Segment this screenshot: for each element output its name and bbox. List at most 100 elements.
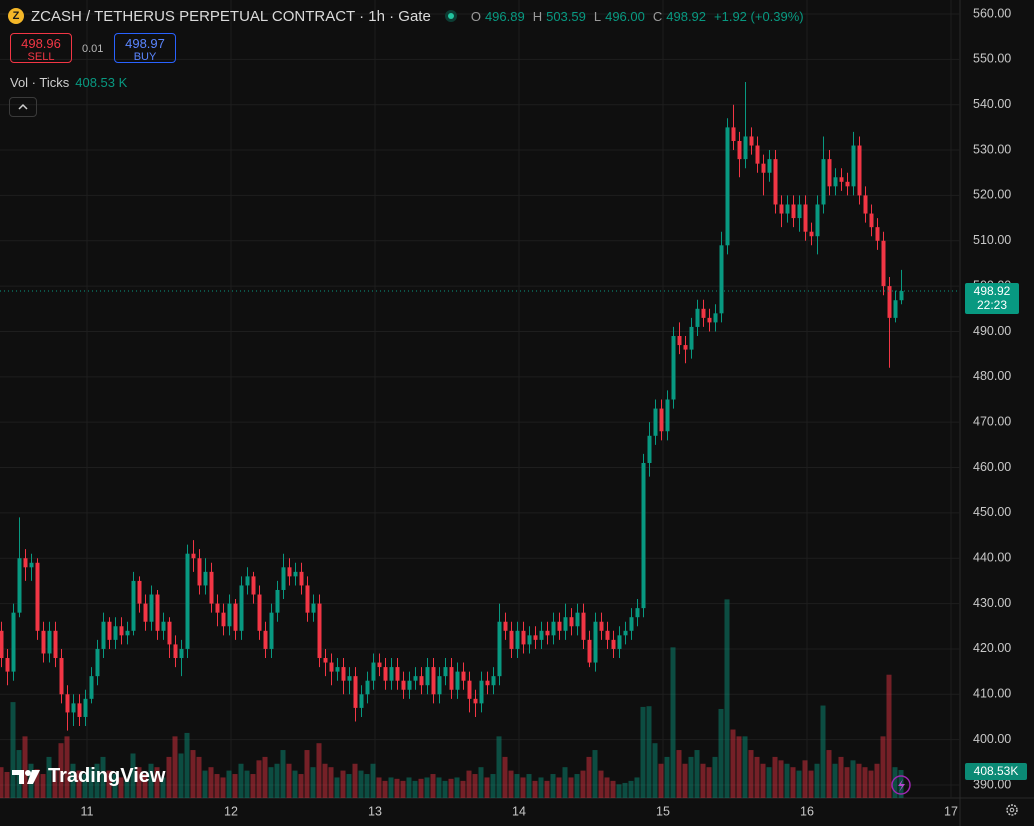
candle-body	[353, 676, 358, 708]
volume-name[interactable]: Vol · Ticks	[10, 75, 70, 90]
candle-body	[227, 603, 232, 627]
volume-bar	[484, 777, 490, 798]
volume-bar	[214, 774, 220, 798]
volume-bar	[388, 777, 394, 798]
candle-body	[695, 308, 700, 327]
candle-body	[509, 630, 514, 649]
candle-body	[47, 630, 52, 654]
candle-body	[323, 658, 328, 663]
candle-body	[143, 603, 148, 622]
y-tick-label: 400.00	[973, 732, 1011, 746]
volume-bar	[664, 756, 670, 798]
volume-bar	[286, 763, 292, 798]
volume-bar	[280, 750, 286, 798]
candle-body	[653, 408, 658, 436]
candle-body	[317, 603, 322, 659]
candle-body	[119, 626, 124, 636]
volume-bar	[472, 774, 478, 798]
candle-body	[245, 576, 250, 586]
volume-bar	[832, 763, 838, 798]
volume-bar	[292, 770, 298, 798]
candle-body	[533, 635, 538, 640]
candle-body	[737, 140, 742, 160]
ohlc-key: O	[470, 8, 481, 24]
y-tick-label: 420.00	[973, 641, 1011, 655]
candle-body	[263, 630, 268, 649]
volume-bar	[682, 763, 688, 798]
volume-bar	[268, 767, 274, 798]
volume-bar	[562, 767, 568, 798]
candle-body	[359, 694, 364, 708]
volume-bar	[550, 774, 556, 798]
volume-bar	[4, 771, 10, 798]
candle-body	[809, 231, 814, 237]
volume-bar	[118, 777, 124, 798]
candle-body	[491, 676, 496, 686]
candle-body	[605, 630, 610, 640]
candle-body	[503, 621, 508, 631]
volume-bar	[136, 767, 142, 798]
candle-body	[275, 589, 280, 613]
candle-body	[89, 676, 94, 699]
volume-bar	[490, 774, 496, 798]
candle-body	[59, 658, 64, 695]
volume-bar	[466, 770, 472, 798]
volume-bar	[34, 769, 40, 798]
candle-body	[179, 648, 184, 659]
volume-bar	[142, 774, 148, 798]
candle-body	[635, 608, 640, 618]
chart-title[interactable]: ZCASH / TETHERUS PERPETUAL CONTRACT · 1h…	[31, 7, 431, 25]
candle-body	[545, 630, 550, 636]
volume-bar	[358, 770, 364, 798]
y-tick-label: 530.00	[973, 142, 1011, 156]
volume-bar	[844, 767, 850, 798]
candle-body	[269, 612, 274, 649]
candle-body	[893, 300, 898, 318]
candle-body	[335, 667, 340, 672]
volume-bar	[778, 760, 784, 798]
volume-legend: Vol · Ticks 408.53 K	[10, 75, 127, 90]
volume-bar	[406, 777, 412, 798]
volume-bar	[610, 780, 616, 798]
volume-bar	[700, 763, 706, 798]
candle-body	[371, 662, 376, 681]
volume-bar	[640, 706, 646, 798]
volume-bar	[772, 756, 778, 798]
volume-bar	[256, 760, 262, 798]
buy-button[interactable]: 498.97 BUY	[114, 33, 176, 63]
volume-bar	[178, 753, 184, 798]
candle-body	[719, 245, 724, 314]
candle-body	[761, 163, 766, 173]
candle-body	[443, 667, 448, 677]
candle-body	[641, 462, 646, 609]
volume-bar	[460, 780, 466, 798]
coin-icon: Z	[8, 8, 24, 24]
spread: 0.01	[82, 43, 104, 55]
volume-bar	[730, 729, 736, 798]
volume-bar	[454, 777, 460, 798]
candle-body	[239, 585, 244, 631]
volume-bar	[742, 736, 748, 798]
replay-icon	[891, 775, 911, 795]
y-tick-label: 410.00	[973, 687, 1011, 701]
y-tick-label: 470.00	[973, 414, 1011, 428]
candle-body	[461, 671, 466, 681]
volume-bar	[88, 767, 94, 798]
volume-bar	[166, 756, 172, 798]
ohlc-value: 496.00	[605, 8, 645, 24]
x-tick-label: 16	[800, 804, 814, 818]
y-tick-label: 540.00	[973, 97, 1011, 111]
candle-body	[377, 662, 382, 668]
candle-body	[629, 617, 634, 631]
sell-button[interactable]: 498.96 SELL	[10, 33, 72, 63]
volume-bar	[538, 777, 544, 798]
candle-body	[743, 136, 748, 160]
brand-logo[interactable]: TradingView	[12, 765, 165, 788]
volume-bar	[370, 763, 376, 798]
collapse-button[interactable]	[9, 97, 37, 117]
volume-bar	[70, 763, 76, 798]
candle-body	[791, 204, 796, 219]
ohlc-value: 498.92	[666, 8, 707, 24]
volume-bar	[58, 743, 64, 798]
candle-body	[395, 667, 400, 681]
